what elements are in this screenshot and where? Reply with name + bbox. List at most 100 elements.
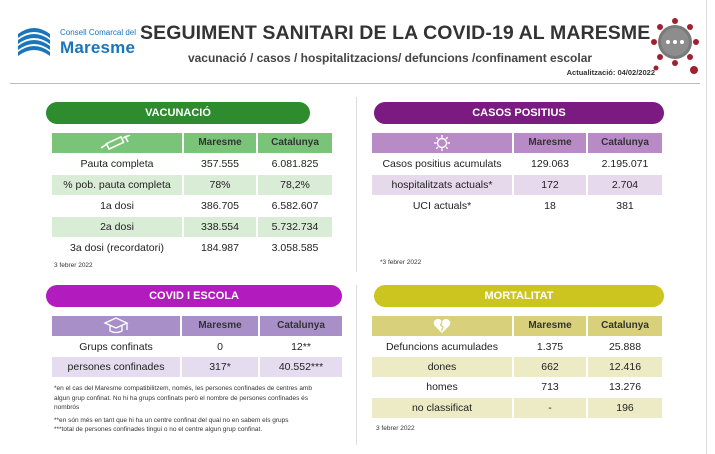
row-catalunya: 6.081.825: [271, 158, 319, 170]
vacunacio-note: 3 febrer 2022: [54, 262, 93, 269]
broken-heart-icon: [433, 319, 451, 333]
row-label: homes: [426, 381, 458, 393]
row-maresme: 184.987: [201, 242, 239, 254]
row-maresme: 172: [514, 175, 586, 195]
covid-col-catalunya: Catalunya: [260, 316, 342, 336]
table-row: 2a dosi 338.554 5.732.734: [52, 217, 332, 237]
table-row: 1a dosi 386.705 6.582.607: [52, 196, 332, 216]
casos-icon-cell: [372, 133, 512, 153]
table-row: no classificat - 196: [372, 398, 662, 418]
covid-icon-cell: [52, 316, 180, 336]
mortalitat-col-maresme: Maresme: [514, 316, 586, 336]
covid-note-line: nombrós: [54, 404, 80, 411]
right-edge-line: [706, 0, 707, 454]
vacunacio-icon-cell: [52, 133, 182, 153]
row-label: Pauta completa: [80, 158, 154, 170]
row-maresme: 0: [217, 341, 223, 353]
row-maresme: 1.375: [536, 341, 564, 353]
row-catalunya: 196: [588, 398, 662, 418]
graduation-cap-icon: [103, 317, 129, 334]
row-maresme: -: [514, 398, 586, 418]
mortalitat-col-catalunya: Catalunya: [588, 316, 662, 336]
table-row: dones 662 12.416: [372, 357, 662, 377]
table-row: UCI actuals* 18 381: [372, 196, 662, 216]
table-row: Defuncions acumulades 1.375 25.888: [372, 337, 662, 357]
covid-table-header: Maresme Catalunya: [52, 316, 342, 336]
row-label: Casos positius acumulats: [382, 158, 502, 170]
row-label: no classificat: [372, 398, 512, 418]
row-catalunya: 5.732.734: [258, 217, 332, 237]
casos-table-header: Maresme Catalunya: [372, 133, 662, 153]
page-title: SEGUIMENT SANITARI DE LA COVID-19 AL MAR…: [140, 22, 651, 44]
row-catalunya: 6.582.607: [271, 200, 319, 212]
row-label: 3a dosi (recordatori): [70, 242, 164, 254]
page-subtitle: vacunació / casos / hospitalitzacions/ d…: [187, 51, 593, 65]
syringe-icon: [100, 135, 131, 151]
row-catalunya: 2.195.071: [601, 158, 649, 170]
vacunacio-col-catalunya: Catalunya: [258, 133, 332, 153]
row-maresme: 338.554: [184, 217, 256, 237]
coronavirus-illustration-icon: [651, 18, 699, 74]
logo-big-text: Maresme: [60, 38, 136, 57]
row-catalunya: 12.416: [588, 357, 662, 377]
row-maresme: 713: [541, 381, 559, 393]
row-catalunya: 12**: [291, 341, 311, 353]
vacunacio-title: VACUNACIÓ: [46, 102, 310, 124]
mortalitat-title: MORTALITAT: [374, 285, 664, 307]
logo-waves-icon: [18, 28, 50, 56]
row-catalunya: 381: [616, 200, 634, 212]
vacunacio-table-header: Maresme Catalunya: [52, 133, 332, 153]
table-row: Casos positius acumulats 129.063 2.195.0…: [372, 154, 662, 174]
row-label: hospitalitzats actuals*: [372, 175, 512, 195]
covid-note-line: *en el cas del Maresme compatibilitzem, …: [54, 385, 312, 392]
casos-col-maresme: Maresme: [514, 133, 586, 153]
table-row: hospitalitzats actuals* 172 2.704: [372, 175, 662, 195]
row-maresme: 18: [544, 200, 556, 212]
table-row: persones confinades 317* 40.552***: [52, 357, 342, 377]
row-label: dones: [372, 357, 512, 377]
mortalitat-note: 3 febrer 2022: [376, 425, 415, 432]
mortalitat-icon-cell: [372, 316, 512, 336]
row-catalunya: 3.058.585: [271, 242, 319, 254]
row-label: % pob. pauta completa: [52, 175, 182, 195]
row-maresme: 317*: [182, 357, 258, 377]
casos-note: *3 febrer 2022: [380, 259, 422, 266]
row-label: Grups confinats: [79, 341, 153, 353]
row-label: 1a dosi: [100, 200, 134, 212]
casos-title: CASOS POSITIUS: [374, 102, 664, 124]
table-row: % pob. pauta completa 78% 78,2%: [52, 175, 332, 195]
column-divider-bottom: [356, 285, 357, 445]
covid-note-line: **en són més en tant que hi ha un centre…: [54, 416, 289, 424]
row-catalunya: 25.888: [608, 341, 642, 353]
column-divider-top: [356, 97, 357, 272]
row-label: 2a dosi: [52, 217, 182, 237]
row-label: UCI actuals*: [412, 200, 472, 212]
row-catalunya: 78,2%: [258, 175, 332, 195]
virus-icon: [434, 135, 450, 151]
row-catalunya: 2.704: [588, 175, 662, 195]
row-catalunya: 13.276: [608, 381, 642, 393]
table-row: 3a dosi (recordatori) 184.987 3.058.585: [52, 238, 332, 258]
logo: Consell Comarcal del Maresme: [14, 22, 144, 62]
table-row: Pauta completa 357.555 6.081.825: [52, 154, 332, 174]
row-maresme: 662: [514, 357, 586, 377]
covid-col-maresme: Maresme: [182, 316, 258, 336]
row-maresme: 357.555: [201, 158, 239, 170]
casos-col-catalunya: Catalunya: [588, 133, 662, 153]
update-date: Actualització: 04/02/2022: [566, 68, 655, 77]
logo-small-text: Consell Comarcal del: [60, 28, 137, 37]
row-label: Defuncions acumulades: [385, 341, 499, 353]
row-maresme: 386.705: [201, 200, 239, 212]
covid-note-line: ***total de persones confinades tingui o…: [54, 426, 263, 433]
header-divider: [10, 83, 700, 84]
row-maresme: 129.063: [531, 158, 569, 170]
row-catalunya: 40.552***: [260, 357, 342, 377]
covid-footnote: *en el cas del Maresme compatibilitzem, …: [54, 384, 344, 435]
table-row: homes 713 13.276: [372, 377, 662, 397]
row-label: persones confinades: [52, 357, 180, 377]
covid-note-line: algun grup confinat. No hi ha grups conf…: [54, 394, 309, 402]
table-row: Grups confinats 0 12**: [52, 337, 342, 357]
row-maresme: 78%: [184, 175, 256, 195]
mortalitat-table-header: Maresme Catalunya: [372, 316, 662, 336]
covid-escola-title: COVID I ESCOLA: [46, 285, 342, 307]
